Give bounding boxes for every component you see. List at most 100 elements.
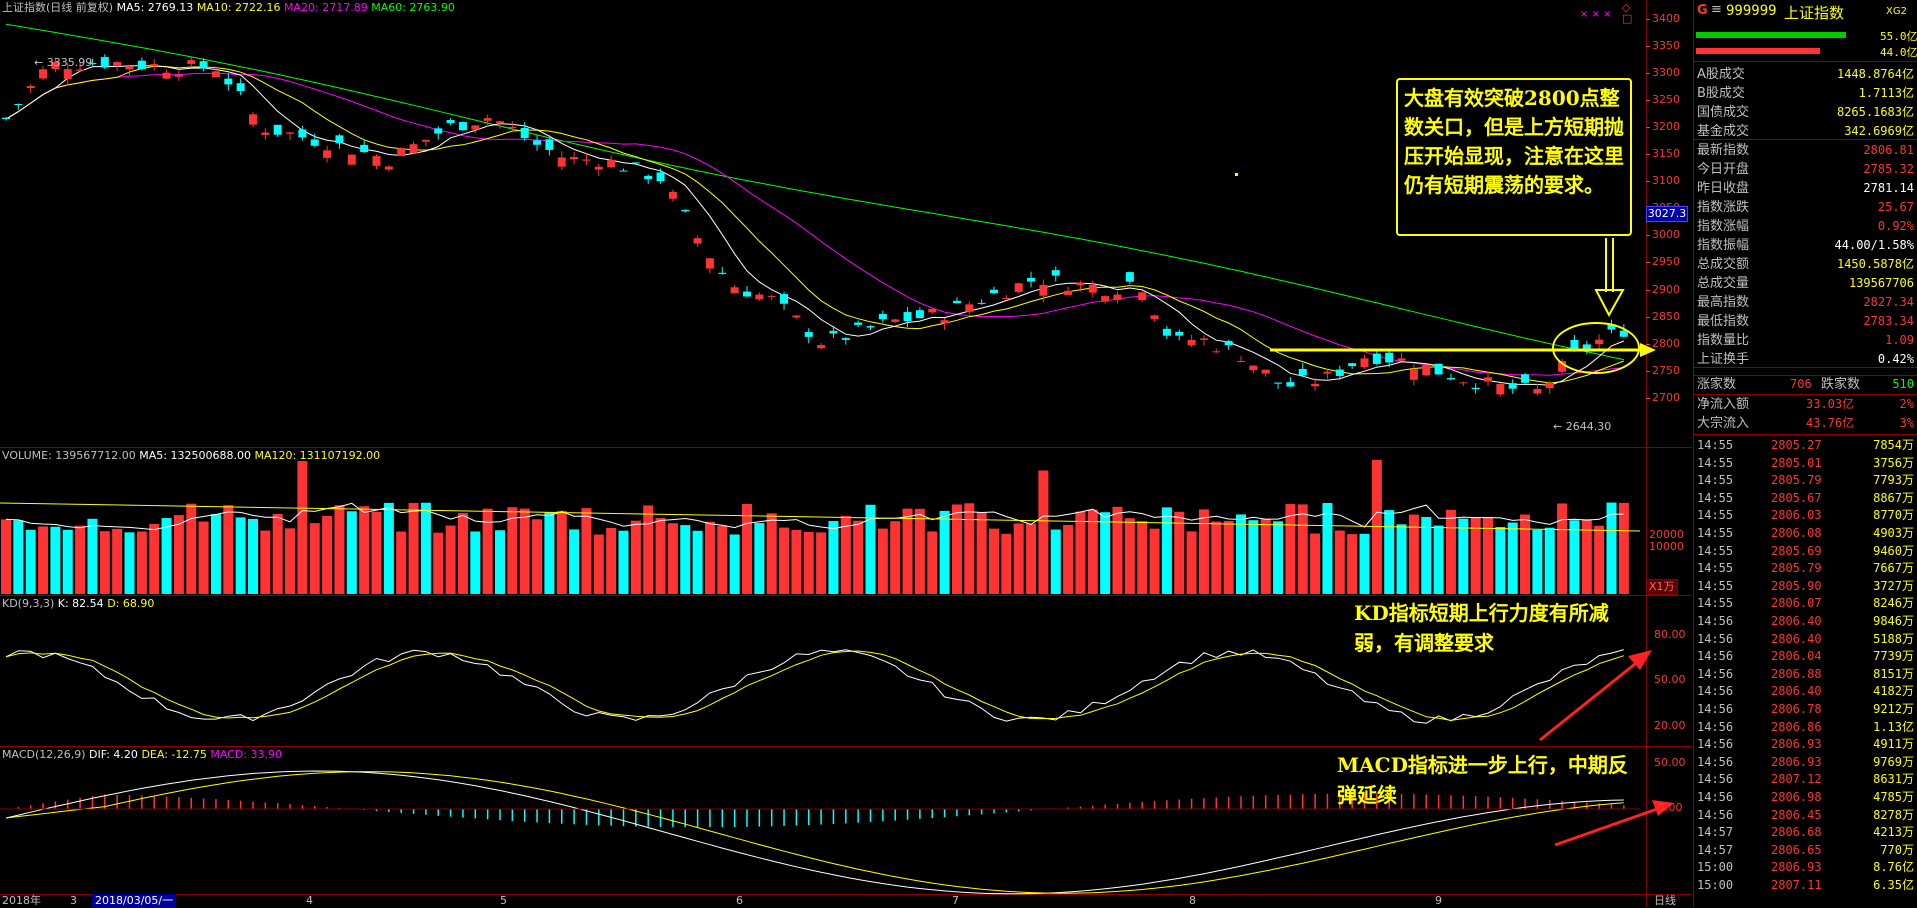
tick-price: 2805.90 xyxy=(1771,578,1822,593)
volume-bar xyxy=(630,520,641,594)
flow-row: 大宗流入 43.76亿 3% xyxy=(1694,414,1917,433)
window-dots-icon[interactable]: × × × xyxy=(1580,9,1612,20)
volume-bar xyxy=(556,510,567,594)
candle-body xyxy=(1360,358,1369,368)
candle-body xyxy=(372,156,381,166)
candle-body xyxy=(323,150,332,158)
candle-body xyxy=(1298,368,1307,376)
volume-bar xyxy=(210,514,221,594)
candle-body xyxy=(829,330,838,334)
volume-bar xyxy=(1408,514,1419,594)
volume-bar xyxy=(1026,523,1037,594)
candle-body xyxy=(1150,315,1159,320)
volume-bar xyxy=(457,513,468,594)
candle-body xyxy=(162,72,171,79)
down-volume-bar xyxy=(1696,48,1820,54)
tick-price: 2806.07 xyxy=(1771,596,1822,611)
ma20-path xyxy=(5,72,1624,376)
volume-bar xyxy=(1260,518,1271,594)
flow-value: 43.76亿 xyxy=(1806,416,1855,430)
candle-body xyxy=(1175,331,1184,336)
tick-price: 2806.98 xyxy=(1771,790,1822,804)
volume-bar xyxy=(853,520,864,594)
candle-body xyxy=(668,191,677,199)
volume-bar xyxy=(334,505,345,594)
volume-bar xyxy=(951,504,962,594)
stat-value: 1448.8764亿 xyxy=(1836,67,1914,81)
stat-label: 今日开盘 xyxy=(1697,162,1750,177)
square-icon[interactable]: □ xyxy=(1622,12,1633,25)
candle-body xyxy=(841,338,850,340)
candle-body xyxy=(570,157,579,160)
volume-bar xyxy=(495,530,505,594)
tick-time: 14:56 xyxy=(1697,649,1734,664)
volume-bar xyxy=(297,461,308,594)
volume-bar xyxy=(1384,510,1395,594)
volume-bar xyxy=(25,529,36,594)
volume-bar xyxy=(50,526,61,594)
diamond-icon[interactable]: ◇ xyxy=(1622,1,1631,14)
tick-price: 2806.45 xyxy=(1771,807,1822,822)
tick-volume: 9212万 xyxy=(1873,702,1914,716)
tick-price: 2805.69 xyxy=(1771,543,1822,558)
chart-area[interactable]: 上证指数(日线 前复权) MA5: 2769.13 MA10: 2722.16 … xyxy=(0,0,1692,908)
index-title: 上证指数(日线 前复权) xyxy=(2,1,114,14)
tick-volume: 7739万 xyxy=(1873,649,1914,664)
candle-body xyxy=(705,258,714,269)
candle-body xyxy=(1323,371,1332,374)
candle-body xyxy=(14,103,23,105)
candle-body xyxy=(1484,377,1492,382)
candle-body xyxy=(434,128,443,134)
candlesticks xyxy=(2,54,1628,397)
volume-axis-10000: 10000 xyxy=(1649,540,1684,553)
price-axis-label: 3350 xyxy=(1652,39,1680,53)
stat-label: 指数涨幅 xyxy=(1697,219,1750,234)
tick-time: 14:57 xyxy=(1697,842,1734,857)
volume-ma5: MA5: 132500688.00 xyxy=(139,449,251,462)
tick-price: 2806.40 xyxy=(1771,631,1822,646)
price-axis-tick xyxy=(1646,73,1650,75)
volume-bar xyxy=(1137,521,1148,594)
tick-time: 14:55 xyxy=(1697,490,1734,505)
volume-bar xyxy=(1618,502,1629,594)
volume-bar xyxy=(989,528,999,594)
candle-body xyxy=(347,154,356,165)
candle-body xyxy=(1348,363,1357,367)
kline-chart[interactable] xyxy=(0,0,1692,907)
macd-arrow-head xyxy=(1652,800,1674,816)
volume-bar xyxy=(1013,523,1024,594)
stat-label: 指数涨跌 xyxy=(1697,200,1750,215)
kd-d: D: 68.90 xyxy=(107,597,155,610)
candle-body xyxy=(1076,282,1085,286)
dot-marker xyxy=(1235,173,1238,176)
candle-body xyxy=(644,175,653,180)
stat-row: 指数振幅 44.00/1.58% xyxy=(1694,236,1917,255)
period-label[interactable]: 日线 xyxy=(1654,894,1676,907)
tick-volume: 8151万 xyxy=(1873,666,1914,681)
ma60-line xyxy=(5,23,1624,361)
candle-body xyxy=(1125,272,1134,282)
candle-body xyxy=(63,69,72,79)
price-axis-tick xyxy=(1646,289,1650,291)
macd-axis-0: 0.00 xyxy=(1658,801,1683,814)
volume-bar xyxy=(1495,526,1506,594)
volume-bar xyxy=(1248,520,1259,594)
tick-time: 15:00 xyxy=(1697,860,1734,875)
tick-volume: 7667万 xyxy=(1873,561,1914,576)
candle-body xyxy=(693,238,702,244)
tick-row: 14:55 2805.69 9460万 xyxy=(1694,542,1917,560)
candle-body xyxy=(1002,298,1011,300)
tick-row: 15:00 2806.93 8.76亿 xyxy=(1694,858,1917,876)
stat-value: 25.67 xyxy=(1877,200,1914,214)
candle-body xyxy=(298,129,307,138)
stat-row: A股成交 1448.8764亿 xyxy=(1694,65,1917,84)
candle-body xyxy=(780,294,789,304)
menu-icon[interactable]: ≡ xyxy=(1711,2,1722,17)
tick-row: 14:55 2805.67 8867万 xyxy=(1694,489,1917,507)
kd-k: K: 82.54 xyxy=(57,597,104,610)
flow-value: 33.03亿 xyxy=(1806,397,1855,411)
date-cursor[interactable]: 2018/03/05/一 xyxy=(92,894,177,908)
stat-label: 指数量比 xyxy=(1697,333,1750,348)
candle-body xyxy=(335,135,344,144)
macd-dif-path xyxy=(5,770,1624,895)
